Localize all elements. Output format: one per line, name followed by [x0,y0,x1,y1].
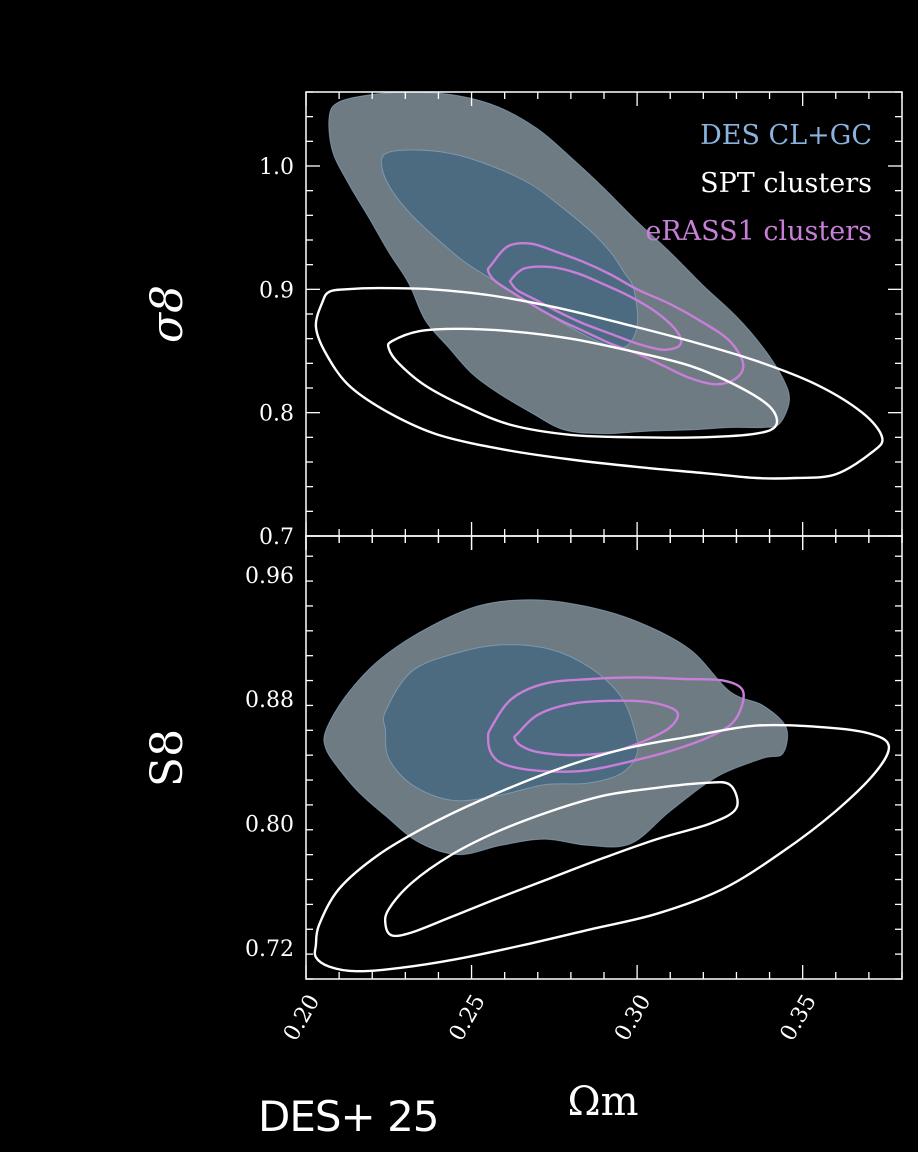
sigma8-ytick-label: 1.0 [259,155,294,180]
xtick-label: 0.25 [445,991,491,1046]
s8-contour-spt-clusters-68 [383,780,739,938]
sigma8-contour-des-cl-gc-68 [380,149,639,349]
sigma8-ytick-label: 0.7 [259,525,294,550]
credit-label: DES+ 25 [258,1092,440,1141]
s8-contour-erass1-clusters-95 [486,676,745,773]
xtick-label: 0.20 [279,991,325,1046]
s8-ytick-label: 0.96 [245,564,294,589]
sigma8-panel-contours [314,92,884,480]
y-axis-label-s8: S8 [142,729,193,787]
s8-ytick-label: 0.88 [245,688,294,713]
legend-entry-des: DES CL+GC [700,120,872,151]
s8-contour-spt-clusters-95 [313,723,891,973]
s8-contour-des-cl-gc-68 [382,644,639,802]
y-axis-label-sigma8: σ8 [142,285,193,343]
s8-ytick-label: 0.72 [245,937,294,962]
xtick-label: 0.30 [610,991,656,1046]
legend: DES CL+GC SPT clusters eRASS1 clusters [645,120,872,247]
legend-entry-erass1: eRASS1 clusters [645,216,872,247]
sigma8-ytick-label: 0.9 [259,278,294,303]
s8-contour-erass1-clusters-68 [513,699,680,757]
legend-entry-spt: SPT clusters [700,168,872,199]
sigma8-ytick-label: 0.8 [259,402,294,427]
xtick-label: 0.35 [776,991,822,1046]
sigma8-contour-erass1-clusters-68 [508,265,683,352]
x-axis-label-omega-m: Ωm [567,1079,638,1125]
s8-ytick-label: 0.80 [245,813,294,838]
sigma8-contour-spt-clusters-95 [314,286,884,480]
s8-panel-contours [313,599,891,973]
sigma8-contour-spt-clusters-68 [386,327,779,439]
